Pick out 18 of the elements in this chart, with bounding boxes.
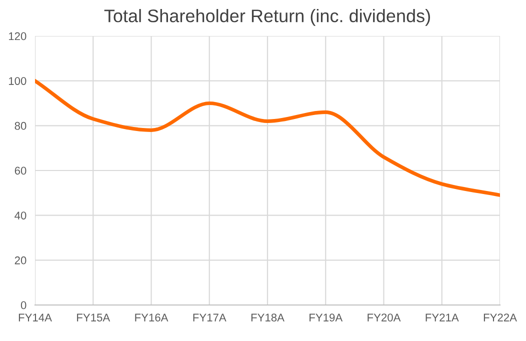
chart-title: Total Shareholder Return (inc. dividends) (104, 9, 430, 26)
x-tick-label: FY15A (77, 314, 110, 322)
y-tick-label: 0 (20, 301, 26, 310)
y-tick-label: 60 (14, 166, 26, 175)
x-tick-label: FY14A (18, 314, 52, 322)
x-tick-label: FY22A (484, 314, 517, 322)
x-tick-label: FY19A (310, 314, 343, 322)
y-tick-label: 40 (14, 212, 26, 220)
x-tick-label: FY18A (251, 314, 284, 322)
line-series (35, 79, 500, 197)
x-tick-label: FY21A (426, 314, 459, 322)
y-tick-label: 120 (8, 32, 26, 40)
x-tick-label: FY17A (193, 314, 226, 322)
y-tick-label: 80 (14, 122, 26, 130)
x-tick-label: FY20A (368, 314, 401, 322)
x-tick-label: FY16A (135, 314, 168, 322)
y-tick-label: 20 (14, 256, 26, 264)
y-tick-label: 100 (8, 77, 26, 85)
